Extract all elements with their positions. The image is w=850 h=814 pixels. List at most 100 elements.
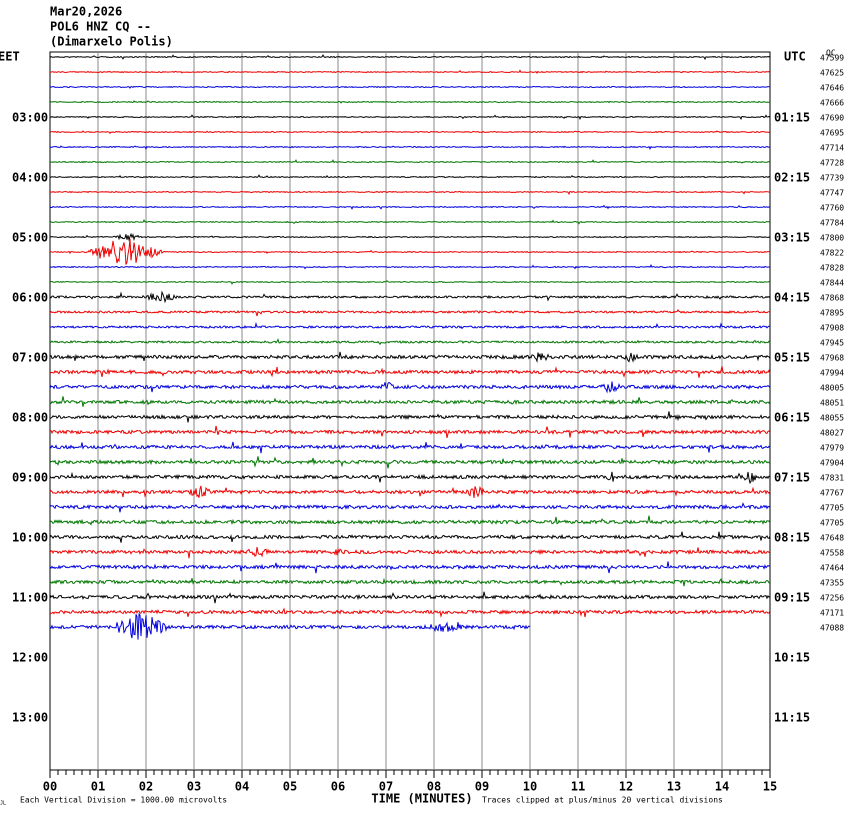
x-tick-label: 08 [427,780,441,794]
plot-frame [49,51,771,771]
trace [49,238,771,265]
left-time: 07:00 [12,351,48,365]
trace [49,54,771,61]
left-zone: EET [0,50,20,64]
mark: JL [0,801,6,807]
x-tick-label: 00 [43,780,57,794]
x-tick-label: 15 [763,780,777,794]
trace-value: 48005 [820,384,844,393]
x-axis-title: TIME (MINUTES) [371,792,472,806]
trace-value: 47690 [820,114,844,123]
trace-value: 47747 [820,189,844,198]
trace [49,204,771,210]
right-time: 03:15 [774,231,810,245]
trace [49,114,771,121]
trace-value: 47355 [820,579,844,588]
x-tick-label: 12 [619,780,633,794]
left-time: 08:00 [12,411,48,425]
trace-value: 47625 [820,69,844,78]
trace-value: 47705 [820,519,844,528]
x-tick-label: 03 [187,780,201,794]
right-time: 11:15 [774,711,810,725]
trace-value: 47994 [820,369,844,378]
trace [49,351,771,363]
trace-value: 47979 [820,444,844,453]
trace [49,613,531,640]
trace-value: 48027 [820,429,844,438]
x-tick-label: 05 [283,780,297,794]
right-time: 08:15 [774,531,810,545]
left-time: 04:00 [12,171,48,185]
trace [49,130,771,135]
trace [49,280,771,285]
trace [49,531,771,543]
trace [49,145,771,150]
trace [49,471,771,485]
trace [49,396,771,407]
trace [49,577,771,587]
trace [50,321,771,330]
right-time: 06:15 [774,411,810,425]
x-tick-label: 02 [139,780,153,794]
right-time: 05:15 [774,351,810,365]
trace [49,190,771,196]
x-tick-label: 07 [379,780,393,794]
x-tick-label: 09 [475,780,489,794]
trace-value: 47822 [820,249,844,258]
trace-value: 47695 [820,129,844,138]
right-time: 10:15 [774,651,810,665]
trace-value: 47844 [820,279,844,288]
trace-value: 47666 [820,99,844,108]
trace [49,607,771,619]
left-time: 03:00 [12,111,48,125]
trace-value: 47868 [820,294,844,303]
left-time: 13:00 [12,711,48,725]
trace [49,100,771,104]
trace-value: 47767 [820,489,844,498]
trace-value: 47968 [820,354,844,363]
trace [49,159,771,164]
trace-value: 47646 [820,84,844,93]
right-time: 02:15 [774,171,810,185]
trace-value: 47800 [820,234,844,243]
trace [49,366,771,378]
x-tick-label: 06 [331,780,345,794]
trace [49,219,771,225]
trace-value: 47904 [820,459,844,468]
left-time: 11:00 [12,591,48,605]
trace [49,561,771,574]
trace-value: 47908 [820,324,844,333]
trace [49,411,771,423]
location: (Dimarxelo Polis) [50,35,173,49]
x-tick-label: 04 [235,780,249,794]
right-time: 04:15 [774,291,810,305]
station: POL6 HNZ CQ -- [50,20,151,34]
x-tick-label: 01 [91,780,105,794]
trace [49,381,771,394]
trace-value: 48055 [820,414,844,423]
trace [49,502,771,513]
trace [49,232,771,242]
clip-note: Traces clipped at plus/minus 20 vertical… [482,796,723,805]
trace [49,425,771,439]
right-time: 07:15 [774,471,810,485]
scale-note: Each Vertical Division = 1000.00 microvo… [20,796,227,805]
trace [49,263,771,270]
trace-value: 47831 [820,474,844,483]
right-time: 01:15 [774,111,810,125]
left-time: 12:00 [12,651,48,665]
trace-value: 47464 [820,564,844,573]
trace-value: 47828 [820,264,844,273]
trace [49,441,771,454]
x-tick-label: 11 [571,780,585,794]
trace-value: 47705 [820,504,844,513]
trace [49,174,771,179]
trace-value: 47558 [820,549,844,558]
right-time: 09:15 [774,591,810,605]
trace-value: 47088 [820,624,844,633]
left-time: 10:00 [12,531,48,545]
trace-value: 47895 [820,309,844,318]
trace-value: 47599 [820,54,844,63]
